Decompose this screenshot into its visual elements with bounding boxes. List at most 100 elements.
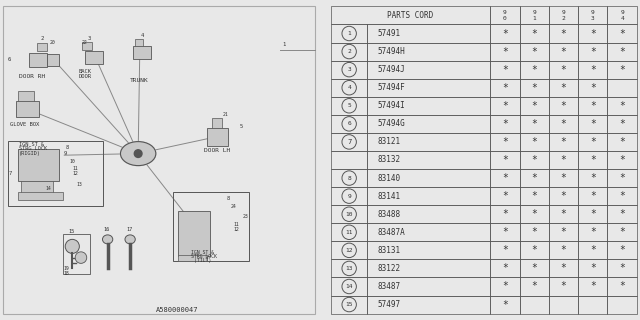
Text: 57497: 57497 <box>378 300 401 309</box>
Bar <box>520 115 549 133</box>
Text: *: * <box>561 227 566 237</box>
Text: 4: 4 <box>348 85 351 90</box>
Text: 8: 8 <box>66 145 69 150</box>
Text: *: * <box>590 47 596 57</box>
Bar <box>179 211 211 256</box>
Text: *: * <box>531 209 537 219</box>
Bar <box>607 277 637 296</box>
Bar <box>607 24 637 43</box>
Text: A580000047: A580000047 <box>156 307 198 313</box>
Text: *: * <box>561 245 566 255</box>
Text: *: * <box>502 209 508 219</box>
Text: *: * <box>620 173 625 183</box>
Text: *: * <box>531 245 537 255</box>
Text: 20: 20 <box>50 40 56 45</box>
Bar <box>607 187 637 205</box>
Bar <box>18 149 60 181</box>
Bar <box>367 97 490 115</box>
Bar <box>549 115 578 133</box>
Text: 21: 21 <box>223 112 228 117</box>
Bar <box>549 205 578 223</box>
Bar <box>367 24 490 43</box>
Text: 23: 23 <box>243 214 248 219</box>
Text: *: * <box>531 65 537 75</box>
Text: *: * <box>502 282 508 292</box>
Text: 57494J: 57494J <box>378 65 405 74</box>
Text: *: * <box>561 28 566 38</box>
Text: 17: 17 <box>126 227 132 232</box>
Text: *: * <box>502 263 508 273</box>
Text: IGN ST &: IGN ST & <box>191 250 214 255</box>
Text: 10: 10 <box>69 159 75 164</box>
Text: 83487: 83487 <box>378 282 401 291</box>
Bar <box>490 60 520 79</box>
Text: 19: 19 <box>63 266 69 271</box>
Text: *: * <box>561 119 566 129</box>
Bar <box>367 205 490 223</box>
Text: *: * <box>531 83 537 93</box>
Text: *: * <box>590 65 596 75</box>
Bar <box>578 24 607 43</box>
Text: 18: 18 <box>63 271 69 276</box>
Bar <box>367 277 490 296</box>
Bar <box>520 296 549 314</box>
Text: *: * <box>620 245 625 255</box>
Bar <box>367 223 490 241</box>
Bar <box>578 6 607 24</box>
Bar <box>520 79 549 97</box>
Bar <box>490 24 520 43</box>
Text: *: * <box>561 173 566 183</box>
Bar <box>578 151 607 169</box>
Text: *: * <box>590 173 596 183</box>
Text: *: * <box>531 137 537 147</box>
Text: 9
4: 9 4 <box>620 10 624 21</box>
Text: *: * <box>590 155 596 165</box>
Text: 83131: 83131 <box>378 246 401 255</box>
Bar <box>607 296 637 314</box>
Text: 7: 7 <box>347 139 351 145</box>
Bar <box>367 43 490 60</box>
Bar <box>578 115 607 133</box>
Bar <box>207 128 228 146</box>
Text: *: * <box>561 47 566 57</box>
Text: 22: 22 <box>82 40 88 45</box>
Text: 83132: 83132 <box>378 156 401 164</box>
Bar <box>331 24 367 43</box>
Bar <box>578 43 607 60</box>
Bar <box>490 260 520 277</box>
Bar <box>549 97 578 115</box>
Bar <box>331 241 367 260</box>
Text: TRUNK: TRUNK <box>130 77 149 83</box>
Text: *: * <box>620 282 625 292</box>
Bar <box>578 60 607 79</box>
Text: *: * <box>502 101 508 111</box>
Bar <box>490 133 520 151</box>
Bar <box>549 277 578 296</box>
Bar <box>367 60 490 79</box>
Bar <box>490 205 520 223</box>
Text: *: * <box>620 101 625 111</box>
Bar <box>490 241 520 260</box>
Bar <box>367 296 490 314</box>
Text: *: * <box>561 209 566 219</box>
Bar <box>607 79 637 97</box>
Text: DOOR LH: DOOR LH <box>204 148 230 153</box>
Text: STRG LOCK: STRG LOCK <box>19 146 47 151</box>
Text: *: * <box>502 191 508 201</box>
Text: 9: 9 <box>348 194 351 199</box>
Bar <box>607 60 637 79</box>
Text: *: * <box>502 65 508 75</box>
Text: 6: 6 <box>8 57 12 62</box>
Text: 3: 3 <box>88 36 91 41</box>
Bar <box>520 187 549 205</box>
Text: 12: 12 <box>346 248 353 253</box>
Text: 5: 5 <box>348 103 351 108</box>
Text: *: * <box>561 155 566 165</box>
Bar <box>8 141 103 206</box>
Bar <box>331 79 367 97</box>
Bar <box>607 97 637 115</box>
Bar <box>578 133 607 151</box>
Bar <box>607 115 637 133</box>
Text: 9
2: 9 2 <box>562 10 565 21</box>
Text: *: * <box>620 119 625 129</box>
